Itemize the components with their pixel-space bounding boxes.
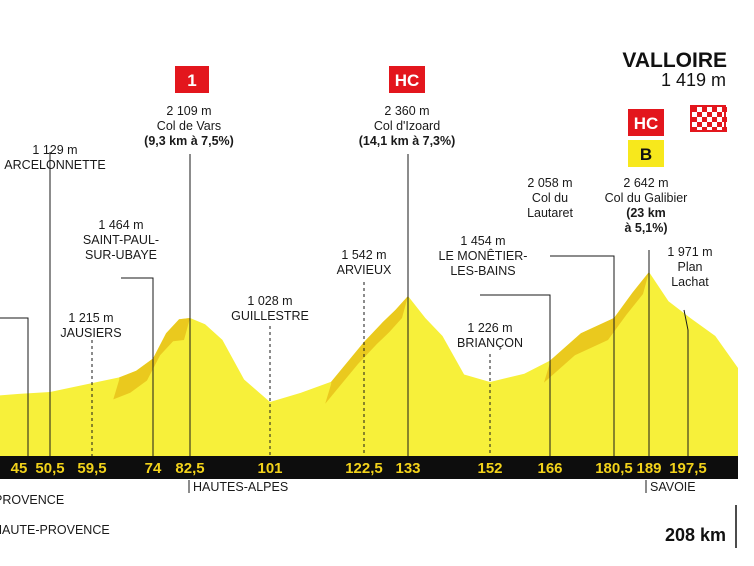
point-label-line: 1 215 m [68, 311, 113, 325]
region-label-provence: PROVENCE [0, 493, 64, 507]
finish-altitude: 1 419 m [661, 70, 726, 90]
point-label-line: LES-BAINS [450, 264, 515, 278]
point-label-line: 1 971 m [667, 245, 712, 259]
point-label-line: 1 129 m [32, 143, 77, 157]
point-label-line: Col de Vars [157, 119, 221, 133]
profile-area [0, 272, 738, 456]
point-label-line: 2 642 m [623, 176, 668, 190]
finish-flag-square [702, 127, 707, 132]
finish-flag-square [722, 117, 727, 122]
category-badge-label: HC [395, 71, 420, 90]
point-label-line: BRIANÇON [457, 336, 523, 350]
point-label-line: SAINT-PAUL- [83, 233, 159, 247]
total-distance: 208 km [665, 525, 726, 545]
region-label-savoie: SAVOIE [650, 480, 696, 494]
bonus-badge-col-du-galibier: B [628, 140, 664, 167]
km-marker-166: 166 [537, 460, 562, 477]
point-label-line: 1 464 m [98, 218, 143, 232]
point-label-line: Lautaret [527, 206, 573, 220]
finish-flag-square [712, 107, 717, 112]
point-label-line: Col d'Izoard [374, 119, 440, 133]
region-labels: PROVENCE HAUTE-PROVENCE HAUTES-ALPES SAV… [0, 480, 696, 537]
category-badge-col-de-vars: 1 [175, 66, 209, 93]
km-marker-189: 189 [636, 460, 661, 477]
point-label-line: 2 109 m [166, 104, 211, 118]
finish-flag-square [722, 127, 727, 132]
bonus-badge-label: B [640, 145, 652, 164]
km-marker-133: 133 [395, 460, 420, 477]
km-marker-82-5: 82,5 [175, 460, 204, 477]
km-marker-180-5: 180,5 [595, 460, 633, 477]
km-marker-122-5: 122,5 [345, 460, 383, 477]
point-label-line: 1 454 m [460, 234, 505, 248]
category-badge-col-d-izoard: HC [389, 66, 425, 93]
point-label-line: LE MONÊTIER- [439, 248, 528, 263]
point-label-line: 1 028 m [247, 294, 292, 308]
point-label-line: Col du Galibier [605, 191, 688, 205]
category-badge-label: 1 [187, 71, 196, 90]
point-label-line: SUR-UBAYE [85, 248, 157, 262]
point-label-line: (9,3 km à 7,5%) [144, 134, 234, 148]
point-label-line: Plan [677, 260, 702, 274]
finish-flag-square [697, 112, 702, 117]
finish-flag-square [692, 117, 697, 122]
category-badge-label: HC [634, 114, 659, 133]
point-label-line: 2 360 m [384, 104, 429, 118]
finish-flag-square [712, 127, 717, 132]
km-marker-197-5: 197,5 [669, 460, 707, 477]
point-label-line: JAUSIERS [60, 326, 121, 340]
km-marker-50-5: 50,5 [35, 460, 64, 477]
finish-flag-square [707, 112, 712, 117]
finish-flag-square [707, 122, 712, 127]
point-label-line: 1 226 m [467, 321, 512, 335]
km-marker-59-5: 59,5 [77, 460, 106, 477]
point-label-line: ARCELONNETTE [4, 158, 105, 172]
point-label-line: Lachat [671, 275, 709, 289]
point-label-line: ARVIEUX [337, 263, 392, 277]
finish-flag-square [722, 107, 727, 112]
finish-name: VALLOIRE [622, 49, 727, 72]
point-label-line: 1 542 m [341, 248, 386, 262]
km-marker-74: 74 [145, 460, 162, 477]
finish-flag-icon [691, 106, 727, 132]
finish-flag-square [717, 112, 722, 117]
km-marker-152: 152 [477, 460, 502, 477]
point-label-line: Col du [532, 191, 568, 205]
region-label-haute-provence: HAUTE-PROVENCE [0, 523, 110, 537]
point-label-line: GUILLESTRE [231, 309, 309, 323]
finish-flag-square [702, 107, 707, 112]
finish-flag-square [692, 107, 697, 112]
point-label-line: (23 km [626, 206, 666, 220]
km-marker-45: 45 [11, 460, 28, 477]
finish-flag-square [702, 117, 707, 122]
finish-flag-square [712, 117, 717, 122]
finish-flag-square [717, 122, 722, 127]
region-label-hautes-alpes: HAUTES-ALPES [193, 480, 288, 494]
point-label-line: 2 058 m [527, 176, 572, 190]
category-badge-col-du-galibier: HC [628, 109, 664, 136]
finish-flag-square [697, 122, 702, 127]
km-marker-101: 101 [257, 460, 282, 477]
point-label-line: (14,1 km à 7,3%) [359, 134, 456, 148]
point-label-line: à 5,1%) [624, 221, 667, 235]
finish-flag-square [692, 127, 697, 132]
